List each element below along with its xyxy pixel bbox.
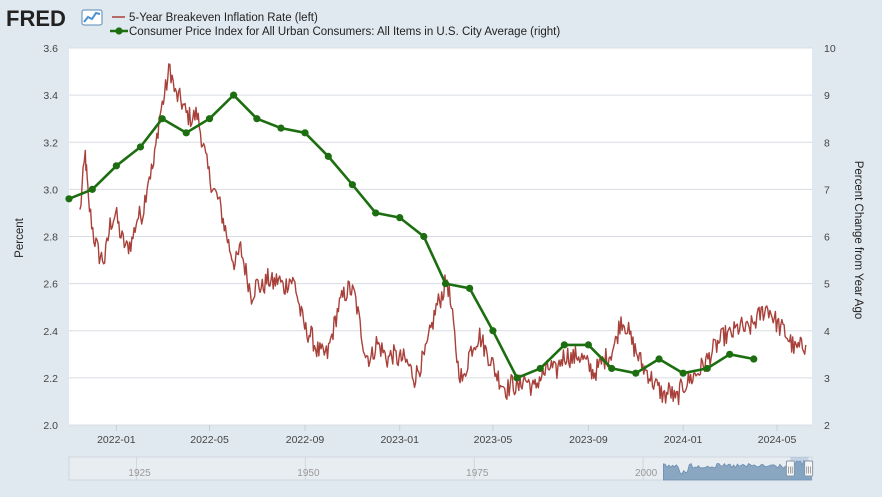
y-left-tick-label: 2.2: [43, 373, 58, 385]
cpi-point: [466, 284, 474, 292]
y-left-tick-label: 3.6: [43, 43, 58, 55]
legend: 5-Year Breakeven Inflation Rate (left) C…: [110, 12, 560, 38]
cpi-point: [229, 91, 238, 99]
navigator-selection: [790, 457, 809, 480]
cpi-point: [112, 162, 120, 170]
x-tick-label: 2024-05: [758, 434, 797, 446]
navigator-handle-right[interactable]: |||: [804, 460, 814, 477]
y-left-tick-label: 2.4: [43, 326, 58, 338]
cpi-point: [726, 350, 734, 358]
navigator-handles[interactable]: ||| |||: [785, 457, 814, 480]
navigator-ticks: 1925 1950 1975 2000: [128, 457, 658, 480]
x-tick-label: 2022-09: [286, 434, 325, 446]
cpi-point: [608, 364, 616, 373]
x-axis: 2022-01 2022-05 2022-09 2023-01 2023-05 2023-…: [97, 425, 796, 446]
legend-item-breakeven[interactable]: 5-Year Breakeven Inflation Rate (left): [112, 12, 318, 24]
cpi-point: [489, 327, 497, 335]
y-right-tick-label: 4: [824, 326, 830, 338]
cpi-point: [277, 124, 285, 132]
cpi-point: [205, 115, 214, 123]
cpi-point: [655, 355, 663, 363]
navigator-handle-left[interactable]: |||: [785, 460, 795, 477]
x-tick-label: 2023-05: [474, 434, 513, 446]
cpi-point: [158, 115, 166, 123]
x-tick-label: 2022-05: [190, 434, 229, 446]
cpi-point: [324, 152, 332, 160]
y-left-tick-label: 2.8: [43, 232, 58, 244]
x-tick-label: 2023-09: [569, 434, 608, 446]
navigator[interactable]: 1925 1950 1975 2000 ||| |||: [68, 456, 814, 481]
y-axis-right: 2 3 4 5 6 7 8 9 10: [824, 43, 836, 432]
cpi-point: [182, 129, 190, 137]
y-left-tick-label: 3.4: [43, 90, 58, 102]
y-left-tick-label: 3.0: [43, 184, 58, 196]
y-right-tick-label: 2: [824, 420, 830, 432]
breakeven-line: [79, 63, 807, 406]
cpi-point: [536, 364, 544, 373]
cpi-point: [136, 143, 145, 151]
cpi-point: [420, 232, 428, 241]
y-left-tick-label: 2.6: [43, 279, 58, 291]
cpi-point: [632, 369, 640, 377]
cpi-point: [560, 341, 568, 349]
cpi-point: [396, 214, 404, 222]
legend-label-breakeven: 5-Year Breakeven Inflation Rate (left): [129, 12, 318, 24]
x-tick-label: 2022-01: [97, 434, 136, 446]
cpi-point: [88, 185, 96, 193]
cpi-point: [750, 355, 758, 363]
cpi-point: [584, 341, 593, 349]
navigator-handle-grip: |||: [806, 467, 812, 474]
y-axis-left-title: Percent: [14, 217, 26, 257]
legend-label-cpi: Consumer Price Index for All Urban Consu…: [129, 26, 560, 38]
x-tick-label: 2024-01: [664, 434, 703, 446]
series-breakeven: [79, 63, 807, 406]
legend-item-cpi[interactable]: Consumer Price Index for All Urban Consu…: [110, 26, 560, 38]
navigator-handle-grip: |||: [788, 467, 794, 474]
y-right-tick-label: 8: [824, 137, 830, 149]
y-axis-right-title: Percent Change from Year Ago: [852, 161, 864, 320]
cpi-point: [703, 364, 711, 373]
x-tick-label: 2023-01: [380, 434, 419, 446]
y-right-tick-label: 3: [824, 373, 830, 385]
fred-logo-text: FRED: [6, 6, 66, 31]
cpi-point: [65, 195, 73, 203]
y-axis-left: 2.0 2.2 2.4 2.6 2.8 3.0 3.2 3.4 3.6: [43, 43, 58, 432]
cpi-point: [253, 115, 261, 123]
navigator-handle-box: [804, 460, 814, 477]
y-right-tick-label: 7: [824, 184, 830, 196]
cpi-point: [301, 129, 309, 137]
fred-logo-chart-icon: [81, 9, 103, 26]
cpi-point: [348, 181, 356, 189]
cpi-point: [441, 280, 450, 288]
navigator-tick-label: 1975: [466, 468, 489, 479]
y-right-tick-label: 5: [824, 279, 830, 291]
y-left-tick-label: 2.0: [43, 420, 58, 432]
navigator-tick-label: 2000: [635, 468, 658, 479]
cpi-line: [68, 93, 755, 380]
navigator-tick-label: 1950: [297, 468, 320, 479]
navigator-handle-box: [785, 460, 795, 477]
y-right-tick-label: 6: [824, 232, 830, 244]
cpi-point: [513, 374, 521, 382]
y-right-tick-label: 10: [824, 43, 836, 55]
series-cpi: [65, 91, 758, 382]
cpi-point: [679, 369, 687, 377]
navigator-tick-label: 1925: [128, 468, 151, 479]
fred-logo[interactable]: FRED: [6, 6, 103, 31]
y-right-tick-label: 9: [824, 90, 830, 102]
y-left-tick-label: 3.2: [43, 137, 58, 149]
cpi-point: [372, 209, 380, 217]
